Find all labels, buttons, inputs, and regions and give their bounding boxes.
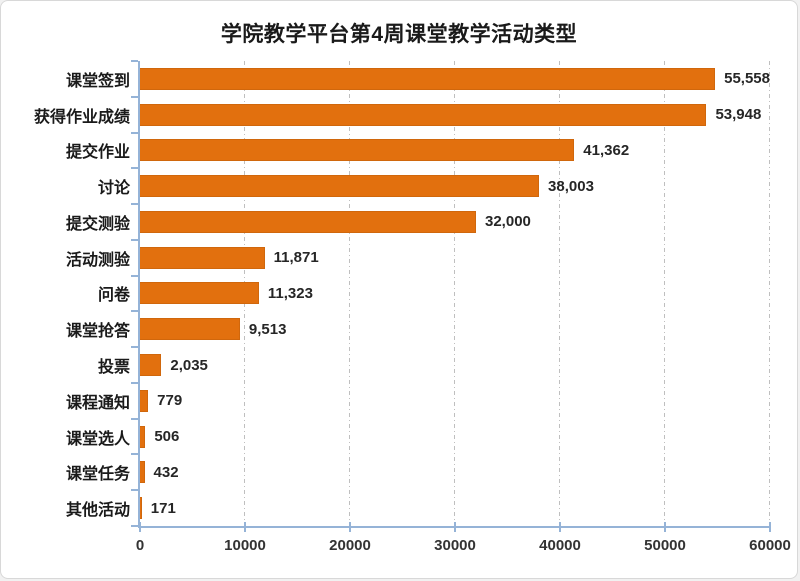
x-axis-tick [664,522,666,532]
bar-row: 38,003 [140,168,770,204]
gridline [769,61,770,526]
y-axis-tick [131,417,138,420]
category-label: 投票 [97,359,130,376]
bar-value-label: 432 [153,463,179,481]
bar [140,175,540,198]
bar-row: 2,035 [140,347,770,383]
bar-row: 171 [140,490,770,526]
x-axis-tick-label: 50000 [644,537,686,554]
bar [140,210,476,233]
x-axis-tick [454,522,456,532]
x-axis-tick [139,522,141,532]
y-axis-tick [131,274,138,277]
category-label: 问卷 [97,287,130,305]
chart-body: 课堂签到获得作业成绩提交作业讨论提交测验活动测验问卷课堂抢答投票课程通知课堂选人… [1,60,797,528]
bar-rows: 55,558 53,948 41,362 38,003 32,000 11,871 11,3… [140,61,770,526]
bar [140,139,575,162]
bar-value-label: 9,513 [248,320,287,338]
bar-value-label: 38,003 [548,177,594,195]
bar-value-label: 32,000 [485,213,531,231]
bar-value-label: 2,035 [170,356,208,374]
category-axis: 课堂签到获得作业成绩提交作业讨论提交测验活动测验问卷课堂抢答投票课程通知课堂选人… [1,61,130,526]
y-axis-tick [131,489,138,492]
bar-row: 11,323 [140,276,770,312]
category-label: 课堂抢答 [65,323,130,341]
x-axis-tick-label: 40000 [539,537,581,554]
category-label: 课堂签到 [65,72,130,90]
bar-row: 9,513 [140,311,770,347]
x-axis-tick-label: 20000 [329,537,371,554]
gridline [664,61,665,526]
bar-value-label: 11,323 [267,284,313,302]
bar-value-label: 506 [154,428,180,446]
category-label: 讨论 [97,180,130,198]
bar [140,318,240,341]
bar-value-label: 11,871 [273,249,319,267]
category-label: 课堂任务 [65,466,130,484]
x-axis-tick-label: 0 [135,537,145,554]
value-axis: 0 10000 20000 30000 40000 50000 60000 [136,522,791,564]
x-axis-tick [244,522,246,532]
chart-title: 学院教学平台第4周课堂教学活动类型 [220,23,578,46]
bar [140,103,707,126]
x-axis-tick-label: 10000 [224,537,266,554]
gridline [558,61,560,526]
bar [140,246,265,269]
bar-value-label: 41,362 [583,141,630,159]
plot-area: 55,558 53,948 41,362 38,003 32,000 11,871 11,3… [131,60,770,528]
y-axis-tick [131,238,138,241]
bar-value-label: 779 [157,392,183,410]
gridline [348,61,350,526]
bar [140,425,146,448]
bar-row: 11,871 [140,240,770,276]
y-axis-tick [131,525,138,527]
category-label: 课程通知 [65,394,130,412]
bar [140,497,142,520]
y-axis-tick [131,310,138,313]
bar [140,389,149,412]
x-axis-tick-label: 60000 [749,537,791,554]
category-label: 活动测验 [65,251,130,269]
y-axis-tick [131,131,138,134]
bar [140,354,162,376]
category-label: 提交作业 [65,144,130,162]
bar-row: 32,000 [140,204,770,240]
x-axis-tick [349,522,351,532]
bar [140,461,145,484]
bar-value-label: 55,558 [724,70,770,88]
x-axis-tick-label: 30000 [434,537,476,554]
y-axis-tick [131,346,138,349]
bar-value-label: 171 [150,499,176,517]
bar-row: 53,948 [140,97,770,133]
bar [140,67,716,90]
y-axis-tick [131,381,138,384]
bar-row: 779 [140,383,770,419]
x-axis-tick [769,522,771,532]
x-axis-tick [559,522,561,532]
y-axis-tick [131,60,138,62]
bar-value-label: 53,948 [715,106,762,124]
bar [140,282,259,305]
category-label: 课堂选人 [65,430,130,448]
bar-row: 41,362 [140,133,770,169]
category-label: 提交测验 [65,215,130,233]
y-axis-tick [131,95,138,98]
category-label: 获得作业成绩 [33,108,130,126]
y-axis-tick [131,167,138,170]
y-axis-tick [131,203,138,206]
bar-row: 432 [140,454,770,490]
gridline [454,61,455,526]
y-axis-tick [131,453,138,456]
bar-row: 506 [140,419,770,455]
bar-row: 55,558 [140,61,770,97]
category-label: 其他活动 [65,502,130,520]
